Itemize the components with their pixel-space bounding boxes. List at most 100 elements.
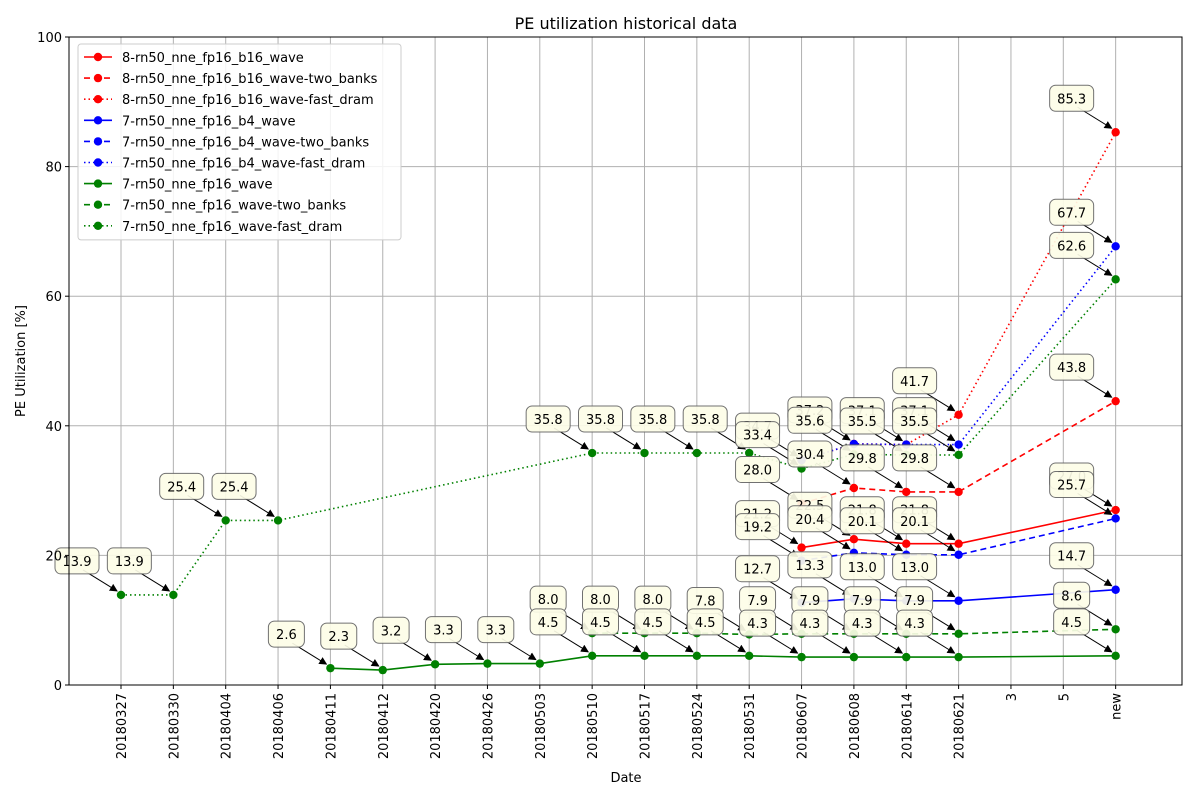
data-point — [954, 550, 963, 559]
x-tick-label: 20180420 — [429, 693, 444, 759]
annotation-box — [159, 472, 205, 500]
data-point — [640, 448, 649, 458]
data-point — [587, 448, 597, 458]
data-point — [1111, 514, 1120, 523]
annotation-box — [892, 367, 938, 395]
data-point — [745, 651, 754, 661]
data-point — [1111, 242, 1120, 251]
annotation-box — [1049, 542, 1095, 570]
annotation-label: 7.9 — [747, 594, 768, 609]
annotation-label: 2.6 — [276, 628, 297, 643]
annotation-label: 29.8 — [848, 452, 877, 467]
annotation-label: 35.8 — [638, 413, 667, 428]
annotation-box — [320, 622, 358, 650]
data-point — [954, 652, 963, 662]
series-line — [330, 654, 1116, 671]
annotation-label: 13.9 — [115, 555, 144, 570]
annotation-label: 4.5 — [695, 616, 716, 631]
data-point — [221, 516, 230, 525]
annotation-box — [739, 609, 777, 637]
annotation-label: 33.4 — [743, 429, 772, 444]
legend-label: 7-rn50_nne_fp16_b4_wave-two_banks — [122, 135, 369, 150]
annotation-box — [735, 456, 781, 484]
x-tick-label: 20180510 — [586, 693, 601, 759]
data-point — [378, 665, 387, 675]
data-point — [273, 516, 283, 525]
legend-label: 7-rn50_nne_fp16_b4_wave — [122, 114, 296, 129]
y-tick-label: 100 — [37, 31, 62, 46]
x-tick-label: 20180404 — [220, 693, 235, 759]
annotation-label: 25.7 — [1057, 478, 1086, 493]
annotation-label: 4.5 — [643, 616, 664, 631]
legend-marker — [93, 95, 103, 104]
annotation-label: 7.9 — [800, 594, 821, 609]
data-point — [169, 590, 178, 600]
annotation-box — [578, 405, 623, 433]
annotation-box — [525, 405, 571, 433]
plot-frame — [68, 36, 1183, 686]
annotation-box — [582, 608, 619, 636]
annotation-label: 12.7 — [743, 563, 772, 578]
x-tick-label: 20180412 — [377, 693, 392, 759]
data-point — [692, 651, 702, 661]
data-point — [483, 659, 492, 668]
legend-label: 8-rn50_nne_fp16_b16_wave-two_banks — [122, 72, 378, 87]
annotation-box — [787, 406, 833, 434]
annotation-box — [839, 507, 885, 535]
x-tick-label: 3 — [1005, 693, 1020, 701]
annotation-label: 35.6 — [795, 414, 824, 429]
data-point — [1111, 585, 1120, 594]
x-tick-label: 20180327 — [115, 693, 130, 759]
annotation-box — [1053, 581, 1091, 609]
data-point — [587, 651, 597, 661]
data-point — [1111, 625, 1120, 634]
x-tick-label: 20180406 — [272, 693, 287, 759]
annotation-label: 35.8 — [691, 413, 720, 428]
legend-marker — [93, 73, 103, 83]
x-tick-label: 20180531 — [743, 693, 758, 759]
annotation-box — [892, 507, 938, 535]
annotation-box — [1049, 84, 1095, 112]
y-tick-label: 20 — [45, 549, 62, 564]
data-point — [745, 448, 754, 458]
x-tick-label: 20180621 — [953, 693, 968, 759]
annotation-box — [735, 421, 781, 449]
data-point — [535, 659, 544, 668]
y-axis-label: PE Utilization [%] — [14, 305, 29, 417]
annotation-box — [787, 440, 833, 468]
x-tick-label: 20180524 — [691, 693, 706, 759]
annotation-box — [372, 616, 410, 644]
legend-label: 7-rn50_nne_fp16_wave-two_banks — [122, 199, 346, 214]
annotation-label: 13.3 — [795, 559, 824, 574]
annotation-label: 20.1 — [848, 515, 877, 530]
y-tick-label: 80 — [45, 161, 62, 176]
x-tick-label: 20180411 — [324, 693, 339, 759]
annotation-box — [839, 553, 885, 581]
data-point — [902, 652, 911, 662]
y-tick-label: 40 — [45, 420, 62, 435]
annotation-label: 28.0 — [743, 464, 772, 479]
data-point — [902, 539, 911, 548]
annotation-box — [787, 551, 833, 579]
x-tick-label: 5 — [1057, 693, 1072, 701]
x-tick-label: 20180607 — [796, 693, 811, 759]
annotation-box — [267, 620, 305, 648]
annotation-label: 4.3 — [904, 617, 925, 632]
legend-label: 7-rn50_nne_fp16_wave — [122, 178, 273, 193]
annotation-box — [892, 444, 938, 472]
annotation-box — [787, 505, 833, 533]
annotation-label: 25.4 — [220, 480, 249, 495]
annotation-box — [54, 547, 100, 575]
annotation-box — [791, 609, 829, 637]
annotation-label: 67.7 — [1057, 206, 1086, 221]
legend-marker — [93, 200, 103, 209]
data-point — [430, 660, 440, 669]
annotation-label: 35.8 — [586, 413, 615, 428]
annotation-box — [1053, 608, 1091, 636]
x-tick-label: 20180503 — [534, 693, 549, 759]
annotation-label: 3.3 — [433, 624, 454, 639]
data-point — [954, 487, 963, 497]
annotation-label: 3.3 — [485, 624, 506, 639]
x-axis-label: Date — [610, 771, 641, 786]
